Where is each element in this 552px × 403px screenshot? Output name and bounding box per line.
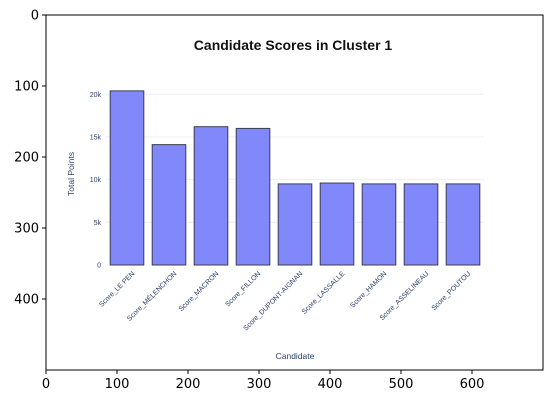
outer-y-tick-label: 400 [14,293,39,308]
chart-y-tick-label: 20k [90,92,102,99]
chart-bar [319,182,355,266]
chart-bar [361,183,397,266]
chart-bar [445,183,481,266]
chart-title: Candidate Scores in Cluster 1 [194,37,393,53]
outer-x-tick-label: 100 [105,377,130,392]
chart-bar [403,183,439,266]
chart-x-axis-label: Candidate [276,351,315,361]
outer-x-tick-label: 0 [42,377,50,392]
outer-x-tick-label: 400 [318,377,343,392]
outer-x-tick-label: 600 [460,377,485,392]
chart-y-tick-label: 10k [90,177,102,184]
chart-y-tick-label: 15k [90,134,102,141]
outer-y-axis: 0 100 200 300 400 [14,9,46,308]
outer-x-tick-label: 200 [176,377,201,392]
chart-y-tick-label: 0 [97,263,101,270]
outer-y-tick-label: 300 [14,222,39,237]
chart-y-axis: 0 5k 10k 15k 20k [90,92,102,270]
chart-y-axis-label: Total Points [66,152,76,196]
chart-bars [109,90,481,266]
chart-bar [193,126,229,266]
chart-bar [151,144,187,266]
outer-x-tick-label: 300 [247,377,272,392]
outer-y-tick-label: 100 [14,80,39,95]
chart-bar [109,90,145,266]
outer-x-axis: 0 100 200 300 400 500 600 [42,370,485,392]
outer-y-tick-label: 200 [14,151,39,166]
chart-y-tick-label: 5k [94,220,102,227]
chart-bar [277,183,313,266]
outer-y-tick-label: 0 [31,9,39,24]
outer-x-tick-label: 500 [389,377,414,392]
chart-bar [235,127,271,266]
